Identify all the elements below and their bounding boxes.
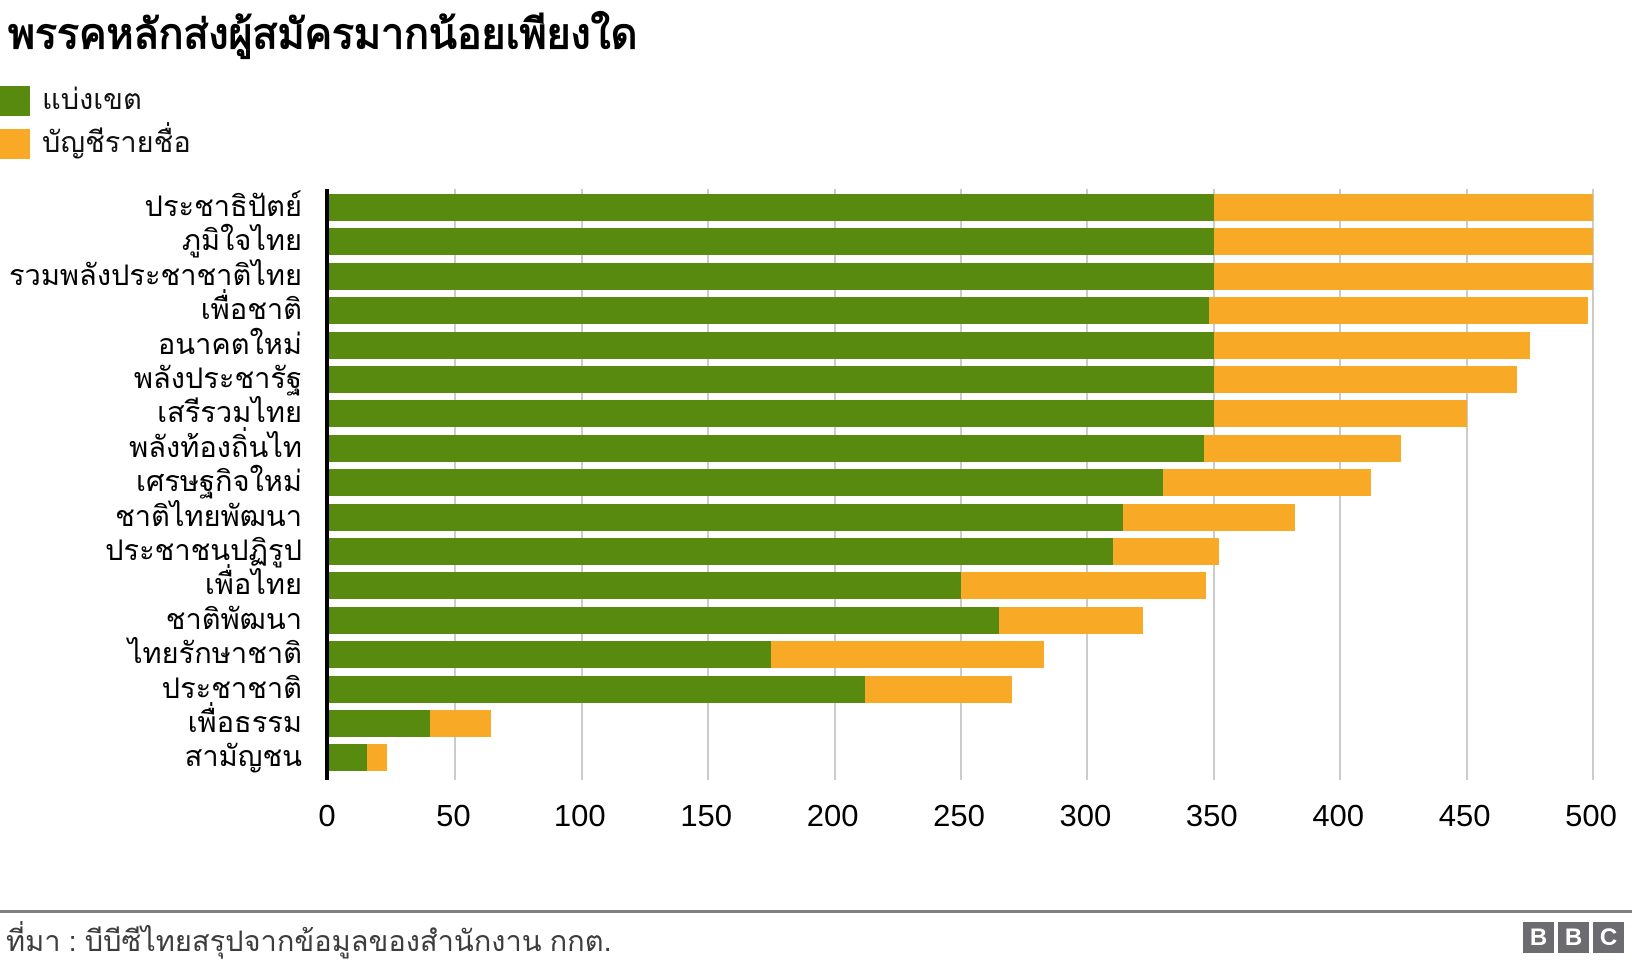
y-axis-label: ไทยรักษาชาติ xyxy=(127,638,302,671)
bar-segment-party-list xyxy=(366,744,388,772)
y-axis-line xyxy=(325,189,329,780)
x-tick-label: 0 xyxy=(318,798,336,833)
bar-segment-constituency xyxy=(329,400,1214,428)
bar-segment-constituency xyxy=(329,606,999,634)
y-axis-label: เพื่อชาติ xyxy=(200,294,302,327)
bar-row xyxy=(329,641,1593,669)
bar-segment-constituency xyxy=(329,538,1113,565)
bbc-logo-block: B xyxy=(1558,922,1589,953)
bar-row xyxy=(329,228,1593,256)
bar-segment-party-list xyxy=(771,641,1045,669)
bar-row xyxy=(329,194,1593,221)
bbc-logo-block: B xyxy=(1523,922,1554,953)
x-tick-label: 300 xyxy=(1059,798,1112,833)
y-axis-label: เสรีรวมไทย xyxy=(157,397,302,430)
y-axis-label: สามัญชน xyxy=(184,741,302,774)
bar-segment-party-list xyxy=(1163,469,1371,497)
bar-segment-constituency xyxy=(329,469,1164,497)
bar-row xyxy=(329,538,1593,565)
plot-area xyxy=(325,189,1603,780)
bar-segment-party-list xyxy=(1203,434,1401,462)
bar-row xyxy=(329,675,1593,703)
bar-segment-constituency xyxy=(329,641,772,669)
y-axis-label: พลังประชารัฐ xyxy=(133,363,302,395)
bar-segment-party-list xyxy=(1213,331,1530,359)
bar-row xyxy=(329,606,1593,634)
y-axis-label: ชาติไทยพัฒนา xyxy=(115,500,302,533)
legend-swatch xyxy=(0,86,30,116)
x-tick-label: 100 xyxy=(553,798,606,833)
bar-segment-constituency xyxy=(329,297,1209,325)
bar-row xyxy=(329,262,1593,290)
bar-row xyxy=(329,710,1593,737)
bar-segment-party-list xyxy=(961,572,1207,600)
bar-segment-constituency xyxy=(329,366,1214,393)
bar-segment-party-list xyxy=(998,606,1143,634)
bar-segment-constituency xyxy=(329,434,1204,462)
bar-segment-constituency xyxy=(329,503,1123,531)
footer-divider xyxy=(0,910,1632,913)
bar-segment-party-list xyxy=(1213,228,1593,256)
y-axis-label: เศรษฐกิจใหม่ xyxy=(136,466,302,499)
y-axis-label: ประชาชาติ xyxy=(161,672,302,705)
x-tick-label: 50 xyxy=(436,798,471,833)
bar-segment-constituency xyxy=(329,744,367,772)
bar-row xyxy=(329,503,1593,531)
y-axis-label: รวมพลังประชาชาติไทย xyxy=(8,259,302,292)
x-tick-label: 350 xyxy=(1185,798,1238,833)
bar-segment-constituency xyxy=(329,675,865,703)
bar-segment-party-list xyxy=(1213,194,1593,221)
gridline xyxy=(1466,189,1468,780)
x-tick-label: 500 xyxy=(1565,798,1617,833)
bar-row xyxy=(329,434,1593,462)
y-axis-label: เพื่อไทย xyxy=(204,569,302,602)
y-axis-label: ภูมิใจไทย xyxy=(181,225,302,258)
bar-segment-constituency xyxy=(329,331,1214,359)
bar-segment-constituency xyxy=(329,572,961,600)
bar-row xyxy=(329,400,1593,428)
source-text: ที่มา : บีบีซีไทยสรุปจากข้อมูลของสำนักงา… xyxy=(6,926,612,958)
y-axis-label: ประชาธิปัตย์ xyxy=(144,191,302,223)
bar-segment-constituency xyxy=(329,262,1214,290)
y-axis-label: เพื่อธรรม xyxy=(187,707,302,739)
bar-segment-party-list xyxy=(1213,366,1518,393)
bar-segment-party-list xyxy=(1112,538,1219,565)
bar-segment-party-list xyxy=(430,710,491,737)
bar-segment-party-list xyxy=(1213,400,1467,428)
bar-segment-constituency xyxy=(329,710,431,737)
legend-label: บัญชีรายชื่อ xyxy=(42,127,191,159)
x-tick-label: 150 xyxy=(680,798,733,833)
legend-label: แบ่งเขต xyxy=(42,84,142,116)
bbc-logo-block: C xyxy=(1593,922,1624,953)
x-tick-label: 400 xyxy=(1312,798,1365,833)
bar-row xyxy=(329,744,1593,772)
chart-title: พรรคหลักส่งผู้สมัครมากน้อยเพียงใด xyxy=(8,11,638,57)
y-axis-label: พลังท้องถิ่นไท xyxy=(129,431,302,464)
x-tick-label: 200 xyxy=(806,798,859,833)
x-tick-label: 450 xyxy=(1438,798,1491,833)
y-axis-label: ประชาชนปฏิรูป xyxy=(105,535,302,567)
gridline xyxy=(1592,189,1594,780)
bar-row xyxy=(329,366,1593,393)
y-axis-label: อนาคตใหม่ xyxy=(157,328,302,361)
legend-swatch xyxy=(0,129,30,159)
bar-segment-constituency xyxy=(329,194,1214,221)
bar-row xyxy=(329,469,1593,497)
bar-row xyxy=(329,572,1593,600)
bar-segment-party-list xyxy=(1213,262,1593,290)
bar-segment-party-list xyxy=(864,675,1012,703)
bar-segment-party-list xyxy=(1122,503,1295,531)
bar-segment-party-list xyxy=(1208,297,1588,325)
x-tick-label: 250 xyxy=(933,798,985,833)
bar-row xyxy=(329,297,1593,325)
y-axis-label: ชาติพัฒนา xyxy=(165,603,302,636)
bar-row xyxy=(329,331,1593,359)
bar-segment-constituency xyxy=(329,228,1214,256)
